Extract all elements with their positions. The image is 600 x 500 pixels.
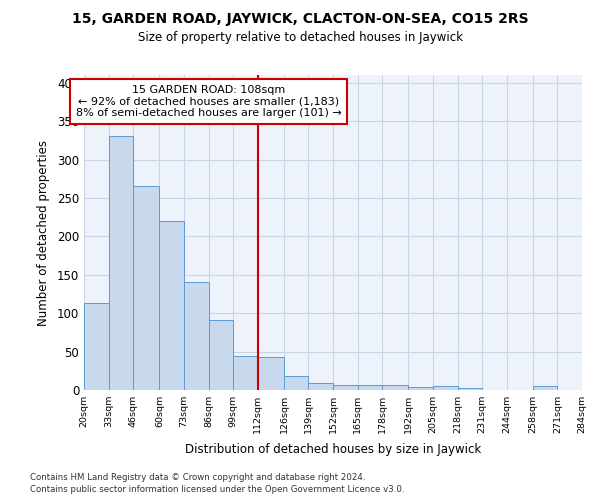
Bar xyxy=(533,386,557,390)
Bar xyxy=(233,356,257,390)
Bar xyxy=(184,282,209,390)
Bar xyxy=(458,388,482,390)
Bar xyxy=(409,387,433,390)
Bar xyxy=(257,357,284,390)
Bar xyxy=(84,303,109,390)
Bar xyxy=(133,186,160,390)
Bar xyxy=(358,386,382,390)
Text: 15 GARDEN ROAD: 108sqm
← 92% of detached houses are smaller (1,183)
8% of semi-d: 15 GARDEN ROAD: 108sqm ← 92% of detached… xyxy=(76,85,341,118)
Text: 15, GARDEN ROAD, JAYWICK, CLACTON-ON-SEA, CO15 2RS: 15, GARDEN ROAD, JAYWICK, CLACTON-ON-SEA… xyxy=(71,12,529,26)
Bar xyxy=(308,383,333,390)
Text: Contains public sector information licensed under the Open Government Licence v3: Contains public sector information licen… xyxy=(30,485,404,494)
Bar xyxy=(284,376,308,390)
Bar xyxy=(433,386,458,390)
Bar xyxy=(160,221,184,390)
Text: Contains HM Land Registry data © Crown copyright and database right 2024.: Contains HM Land Registry data © Crown c… xyxy=(30,472,365,482)
Text: Size of property relative to detached houses in Jaywick: Size of property relative to detached ho… xyxy=(137,31,463,44)
Y-axis label: Number of detached properties: Number of detached properties xyxy=(37,140,50,326)
Bar xyxy=(109,136,133,390)
Bar xyxy=(209,320,233,390)
Bar xyxy=(333,386,358,390)
Text: Distribution of detached houses by size in Jaywick: Distribution of detached houses by size … xyxy=(185,442,481,456)
Bar xyxy=(382,386,409,390)
